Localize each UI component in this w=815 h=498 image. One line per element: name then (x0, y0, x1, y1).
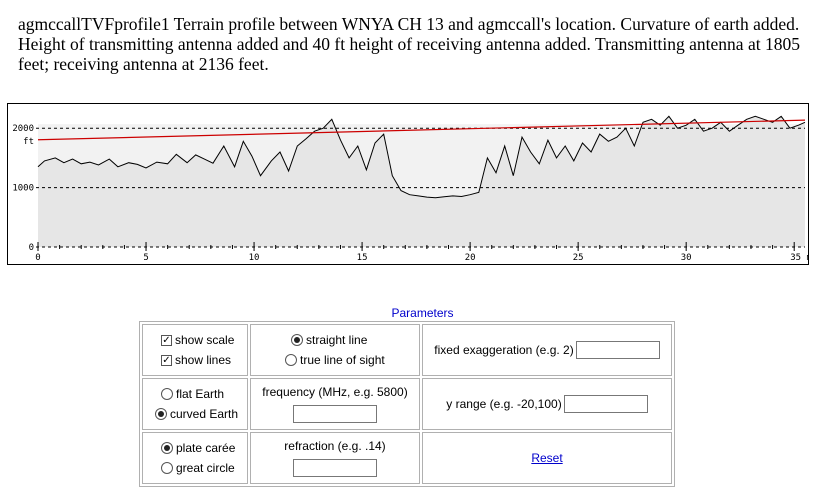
profile-caption: agmccallTVFprofile1 Terrain profile betw… (18, 14, 800, 74)
show-scale-checkbox[interactable]: ✓ (161, 334, 172, 346)
flat-earth-option[interactable]: flat Earth (147, 384, 243, 404)
y-range-input[interactable] (563, 395, 648, 413)
parameters-title: Parameters (391, 306, 454, 320)
line-type-cell: straight line true line of sight (250, 324, 420, 376)
y-tick-label: 2000 (12, 124, 34, 134)
show-lines-option[interactable]: ✓ show lines (147, 350, 243, 370)
plate-caree-label: plate carée (176, 441, 236, 455)
show-lines-label: show lines (175, 353, 232, 367)
y-tick-label: 1000 (12, 184, 34, 194)
frequency-input[interactable] (293, 405, 377, 423)
y-range-cell: y range (e.g. -20,100) (422, 378, 672, 430)
x-tick-label: 25 (573, 253, 584, 263)
x-tick-label: 10 (249, 253, 260, 263)
x-tick-label: 30 (681, 253, 692, 263)
plate-caree-radio[interactable] (161, 442, 173, 454)
terrain-profile-chart: 2000 ft 1000 00 5 10 15 20 25 30 35 miles (7, 103, 809, 265)
y-tick-label: 0 (29, 243, 34, 253)
scale-lines-cell: ✓ show scale ✓ show lines (142, 324, 248, 376)
parameters-table: ✓ show scale ✓ show lines straight line … (139, 321, 675, 487)
fixed-exaggeration-cell: fixed exaggeration (e.g. 2) (422, 324, 672, 376)
flat-earth-label: flat Earth (176, 387, 225, 401)
reset-link[interactable]: Reset (531, 451, 563, 465)
true-los-label: true line of sight (300, 353, 385, 367)
line-of-sight (37, 119, 806, 141)
straight-line-option[interactable]: straight line (255, 330, 415, 350)
flat-earth-radio[interactable] (161, 388, 173, 400)
x-tick-label: 5 (143, 253, 148, 263)
fixed-exaggeration-input[interactable] (575, 341, 660, 359)
terrain-profile-svg: 2000 ft 1000 00 5 10 15 20 25 30 35 miles (12, 115, 808, 263)
show-scale-option[interactable]: ✓ show scale (147, 330, 243, 350)
refraction-cell: refraction (e.g. .14) (250, 432, 420, 484)
great-circle-radio[interactable] (161, 462, 173, 474)
frequency-cell: frequency (MHz, e.g. 5800) (250, 378, 420, 430)
projection-cell: plate carée great circle (142, 432, 248, 484)
show-scale-label: show scale (175, 333, 235, 347)
curved-earth-label: curved Earth (170, 407, 239, 421)
x-tick-label: 35 miles (790, 253, 808, 263)
curved-earth-option[interactable]: curved Earth (147, 404, 243, 424)
great-circle-option[interactable]: great circle (147, 458, 243, 478)
true-los-radio[interactable] (285, 354, 297, 366)
x-tick-label: 15 (357, 253, 368, 263)
y-tick-label: ft (23, 137, 34, 147)
x-tick-label: 0 (35, 253, 40, 263)
straight-line-label: straight line (306, 333, 368, 347)
refraction-input[interactable] (293, 459, 377, 477)
fixed-exaggeration-label: fixed exaggeration (e.g. 2) (434, 343, 574, 357)
x-tick-label: 20 (465, 253, 476, 263)
curved-earth-radio[interactable] (155, 408, 167, 420)
y-range-label: y range (e.g. -20,100) (446, 397, 562, 411)
refraction-label: refraction (e.g. .14) (284, 439, 386, 453)
earth-model-cell: flat Earth curved Earth (142, 378, 248, 430)
frequency-label: frequency (MHz, e.g. 5800) (262, 385, 408, 399)
straight-line-radio[interactable] (291, 334, 303, 346)
plate-caree-option[interactable]: plate carée (147, 438, 243, 458)
reset-cell: Reset (422, 432, 672, 484)
terrain-area (38, 116, 805, 247)
show-lines-checkbox[interactable]: ✓ (161, 354, 172, 366)
great-circle-label: great circle (176, 461, 235, 475)
terrain-line (37, 115, 806, 199)
true-los-option[interactable]: true line of sight (255, 350, 415, 370)
